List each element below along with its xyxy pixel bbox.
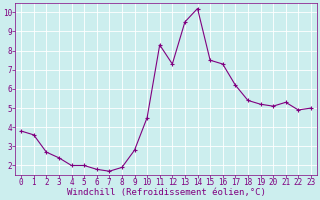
X-axis label: Windchill (Refroidissement éolien,°C): Windchill (Refroidissement éolien,°C) — [67, 188, 266, 197]
